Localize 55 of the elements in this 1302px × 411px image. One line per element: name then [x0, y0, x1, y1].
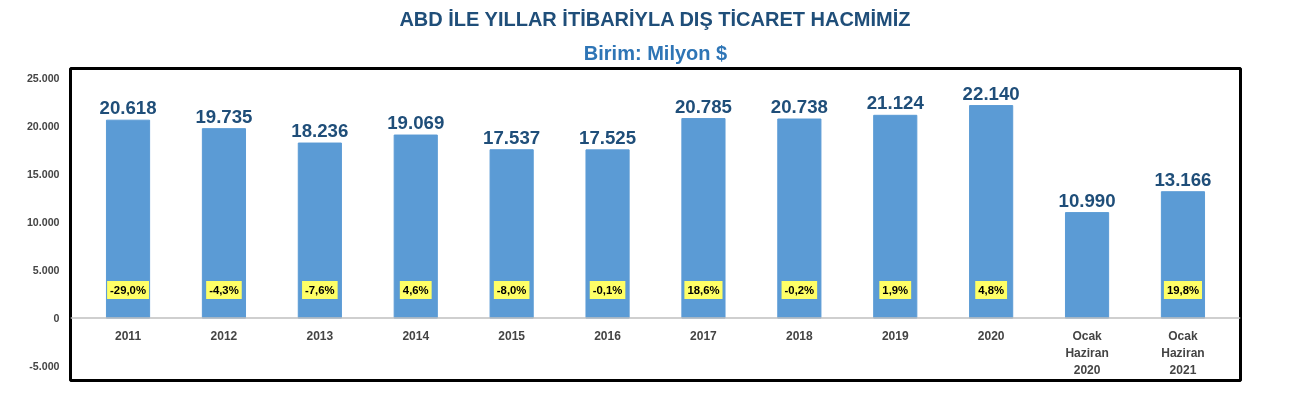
data-label: 17.525 — [579, 126, 637, 148]
annotation: 4,8% — [978, 284, 1005, 297]
bar — [873, 114, 918, 319]
bar — [105, 119, 151, 319]
y-tick-label: -5.000 — [29, 360, 60, 373]
data-label: 20.738 — [770, 96, 828, 118]
y-tick-label: 5.000 — [32, 264, 60, 277]
x-tick-label: 2012 — [210, 329, 238, 344]
y-tick-label: 15.000 — [26, 168, 60, 181]
bar — [297, 142, 342, 319]
x-tick-label: 2017 — [690, 329, 718, 344]
annotation: 18,6% — [687, 284, 720, 297]
x-tick-label: 2015 — [498, 329, 526, 344]
x-tick-label: 2020 — [977, 329, 1005, 344]
bar — [393, 134, 438, 319]
y-tick-label: 10.000 — [26, 216, 60, 229]
annotation: -7,6% — [305, 284, 335, 297]
bar — [777, 118, 822, 319]
x-tick-label: Ocak Haziran 2020 — [1065, 329, 1109, 377]
annotation: -4,3% — [209, 284, 239, 297]
data-label: 19.735 — [195, 105, 253, 127]
chart-title: ABD İLE YILLAR İTİBARİYLA DIŞ TİCARET HACMİMİZ — [399, 7, 911, 30]
y-tick-label: 25.000 — [26, 72, 60, 85]
x-tick-label: 2011 — [115, 329, 142, 344]
data-label: 22.140 — [962, 82, 1020, 104]
annotation: 4,6% — [402, 284, 429, 297]
annotation: -0,2% — [784, 284, 815, 297]
x-tick-label: 2018 — [786, 329, 814, 344]
data-label: 21.124 — [866, 92, 925, 114]
data-label: 10.990 — [1058, 189, 1116, 211]
y-tick-label: 0 — [53, 312, 60, 325]
x-tick-label: 2019 — [881, 329, 909, 344]
annotation: 1,9% — [882, 284, 909, 297]
y-tick-label: 20.000 — [26, 120, 60, 133]
bar — [489, 149, 534, 319]
annotation: -8,0% — [496, 284, 527, 297]
data-label: 17.537 — [483, 126, 541, 148]
x-tick-label: 2014 — [402, 329, 430, 344]
bar — [201, 128, 247, 319]
data-label: 13.166 — [1154, 168, 1212, 190]
x-tick-label: 2016 — [594, 329, 622, 344]
annotation: -29,0% — [110, 284, 146, 297]
annotation: 19,8% — [1166, 284, 1200, 297]
bar — [1064, 212, 1110, 319]
bar — [681, 118, 726, 319]
bar — [585, 149, 630, 319]
data-label: 18.236 — [291, 120, 349, 142]
annotation: -0,1% — [592, 284, 623, 297]
x-tick-label: 2013 — [306, 329, 334, 344]
data-label: 19.069 — [387, 112, 445, 134]
x-tick-label: Ocak Haziran 2021 — [1161, 329, 1205, 377]
data-label: 20.618 — [99, 97, 157, 119]
chart-subtitle: Birim: Milyon $ — [583, 41, 728, 64]
data-label: 20.785 — [674, 95, 732, 117]
bar — [969, 105, 1014, 319]
